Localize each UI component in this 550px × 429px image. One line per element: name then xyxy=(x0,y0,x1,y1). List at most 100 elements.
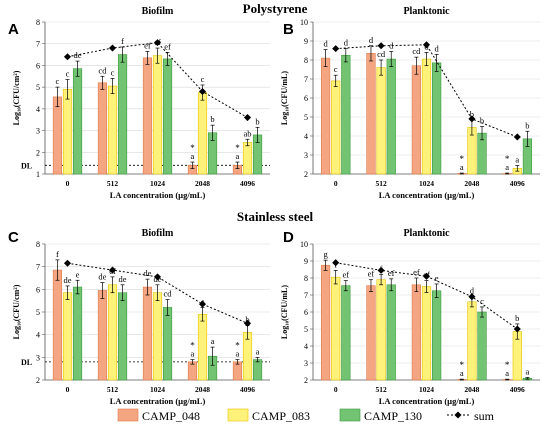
panel-a-ytick-label: 8 xyxy=(36,18,40,27)
panel-d-xtick-label: 512 xyxy=(375,385,387,394)
panel-a-significance-letter: a xyxy=(191,151,195,161)
panel-a-ytick-label: 2 xyxy=(36,148,40,157)
panel-a-xtick-label: 1024 xyxy=(150,179,165,188)
panel-d-xtick-label: 2048 xyxy=(464,385,479,394)
legend-swatch-camp-048 xyxy=(117,408,139,422)
panel-b-ytick-label: 2 xyxy=(304,170,308,179)
panel-d-title: Planktonic xyxy=(403,228,450,239)
panel-d-bar-camp-083 xyxy=(331,276,341,381)
panel-d-significance-letter: c xyxy=(480,296,484,306)
panel-c-ytick-label: 2 xyxy=(36,376,40,385)
panel-d-significance-letter: a xyxy=(505,368,509,378)
panel-a-significance-letter: c xyxy=(56,76,60,86)
panel-c-significance-letter: a xyxy=(236,349,240,359)
panel-d-ytick-label: 9 xyxy=(304,257,308,266)
panel-c-ytick-label: 3 xyxy=(36,353,40,362)
panel-b-bar-camp-130 xyxy=(341,54,351,175)
legend-label-sum: sum xyxy=(474,409,495,423)
panel-d-significance-letter: a xyxy=(526,366,530,376)
panel-a-asterisk: * xyxy=(235,143,240,153)
panel-b-ytick-label: 4 xyxy=(304,132,308,141)
panel-a-bar-camp-083 xyxy=(62,89,73,175)
panel-d-asterisk: * xyxy=(505,360,510,370)
panel-d-ytick-label: 10 xyxy=(300,240,308,249)
panel-a-bar-camp-048 xyxy=(52,96,63,175)
panel-b-ytick-label: 5 xyxy=(304,113,308,122)
panel-a-significance-letter: ef xyxy=(164,41,171,51)
panel-c-significance-letter: a xyxy=(256,346,260,356)
panel-c-significance-letter: de xyxy=(98,272,106,282)
panel-d-sum-point xyxy=(332,259,340,267)
panel-a-ytick-label: 1 xyxy=(36,170,40,179)
panel-a-significance-letter: de xyxy=(74,50,82,60)
panel-d-ytick-label: 7 xyxy=(304,291,308,300)
panel-b-ytick-label: 6 xyxy=(304,94,308,103)
panel-b-y-axis-label: Log₁₀(CFU/mL) xyxy=(280,71,289,125)
panel-c-significance-letter: cd xyxy=(164,289,173,299)
panel-d-ytick-label: 2 xyxy=(304,376,308,385)
panel-a-xtick-label: 0 xyxy=(66,179,70,188)
panel-c-ytick-label: 4 xyxy=(36,331,40,340)
panel-a-xtick-label: 2048 xyxy=(195,179,210,188)
panel-a-bar-camp-083 xyxy=(107,85,118,175)
panel-b-significance-letter: d xyxy=(369,35,374,45)
panel-c-significance-letter: e xyxy=(76,269,80,279)
panel-b-ytick-label: 9 xyxy=(304,37,308,46)
panel-a-bar-camp-048 xyxy=(142,57,153,175)
panel-c-bar-camp-130 xyxy=(252,359,263,381)
panel-c-sum-point xyxy=(198,300,207,308)
panel-d-sum-point xyxy=(377,266,385,274)
panel-b-significance-letter: d xyxy=(323,39,328,49)
panel-c-sum-point xyxy=(153,273,162,281)
panel-a-sum-point xyxy=(153,39,162,47)
panel-c-sum-point xyxy=(108,266,117,274)
panel-b-significance-letter: c xyxy=(334,64,338,74)
panel-d-significance-letter: a xyxy=(460,368,464,378)
panel-d-bar-camp-048 xyxy=(411,284,421,381)
panel-d-sum-line xyxy=(335,262,518,330)
panel-b-significance-letter: b xyxy=(525,120,529,130)
panel-d-sum-point xyxy=(513,325,521,333)
panel-d-bar-camp-130 xyxy=(477,311,487,381)
legend-label-camp-083: CAMP_083 xyxy=(252,409,310,423)
panel-b-sum-point xyxy=(468,115,476,123)
panel-b-bar-camp-083 xyxy=(331,80,341,175)
panel-d-letter: D xyxy=(283,229,294,246)
panel-d-bar-camp-083 xyxy=(421,286,432,381)
panel-b-sum-point xyxy=(513,133,521,141)
panel-d-sum-point xyxy=(422,272,431,280)
panel-b-xtick-label: 512 xyxy=(375,179,387,188)
panel-b-sum-point xyxy=(422,41,431,49)
panel-d-ytick-label: 4 xyxy=(304,342,308,351)
panel-b-title: Planktonic xyxy=(403,6,450,17)
legend-sum-marker xyxy=(454,411,462,419)
panel-d-significance-letter: g xyxy=(323,249,328,259)
panel-d-sum-point xyxy=(468,293,476,301)
panel-c-significance-letter: b xyxy=(245,315,249,325)
panel-c-significance-letter: de xyxy=(63,275,71,285)
panel-b-xtick-label: 1024 xyxy=(419,179,434,188)
panel-b-asterisk: * xyxy=(505,154,510,164)
panel-a-x-axis-label: LA concentration (µg/mL) xyxy=(110,190,206,200)
section-title-stainless-steel: Stainless steel xyxy=(237,209,314,224)
panel-b-x-axis-label: LA concentration (µg/mL) xyxy=(379,190,475,200)
panel-b-significance-letter: cd xyxy=(377,49,386,59)
panel-d-xtick-label: 0 xyxy=(334,385,338,394)
panel-d-ytick-label: 5 xyxy=(304,325,308,334)
panel-d-xtick-label: 1024 xyxy=(419,385,434,394)
panel-b-significance-letter: d xyxy=(435,43,440,53)
panel-b-significance-letter: d xyxy=(389,40,394,50)
panel-c-bar-camp-083 xyxy=(197,313,208,381)
panel-c-ytick-label: 7 xyxy=(36,263,40,272)
panel-b-ytick-label: 8 xyxy=(304,56,308,65)
panel-d-significance-letter: ef xyxy=(368,269,375,279)
panel-a-significance-letter: ef xyxy=(144,40,151,50)
panel-d-significance-letter: e xyxy=(435,273,439,283)
panel-a-sum-point xyxy=(63,53,72,61)
panel-d-ytick-label: 6 xyxy=(304,308,308,317)
panel-d-bar-camp-083 xyxy=(467,301,477,381)
panel-d-significance-letter: ef xyxy=(413,267,420,277)
panel-b-significance-letter: d xyxy=(344,38,349,48)
panel-d-significance-letter: ef xyxy=(343,270,350,280)
